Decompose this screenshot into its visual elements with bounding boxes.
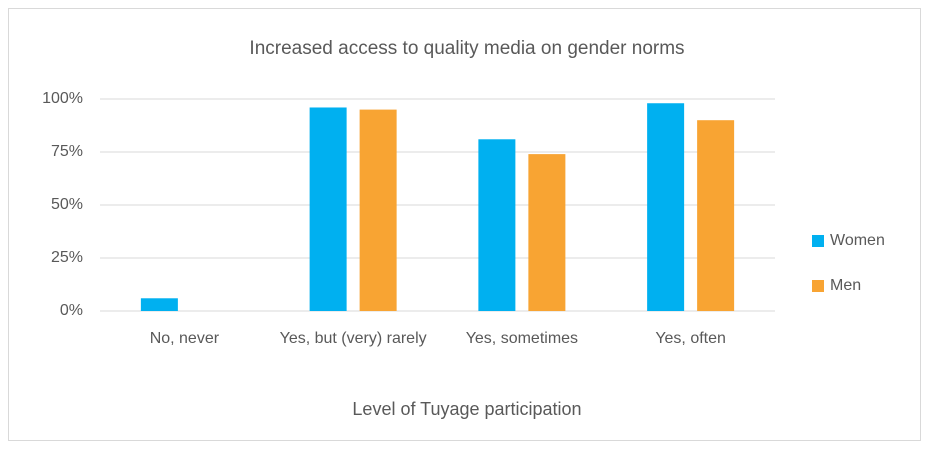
x-tick-label: Yes, sometimes	[465, 330, 579, 347]
legend-label: Women	[830, 232, 885, 249]
y-tick-label: 50%	[51, 196, 83, 213]
y-tick-label: 75%	[51, 143, 83, 160]
y-tick-label: 25%	[51, 249, 83, 266]
x-tick-label: Yes, but (very) rarely	[279, 330, 427, 347]
bar	[528, 154, 566, 311]
legend-swatch	[812, 280, 824, 292]
legend-label: Men	[830, 277, 861, 294]
bar	[359, 109, 397, 311]
chart-title: Increased access to quality media on gen…	[249, 38, 684, 59]
y-tick-label: 100%	[42, 90, 83, 107]
bar	[697, 120, 735, 311]
x-axis-title: Level of Tuyage participation	[352, 399, 581, 419]
bar	[140, 298, 178, 311]
chart-border	[8, 8, 921, 441]
y-tick-label: 0%	[60, 302, 83, 319]
x-tick-label: No, never	[149, 330, 220, 347]
bar	[478, 139, 516, 311]
bar	[647, 103, 685, 312]
legend-swatch	[812, 235, 824, 247]
x-tick-label: Yes, often	[655, 330, 726, 347]
bar	[309, 107, 347, 311]
